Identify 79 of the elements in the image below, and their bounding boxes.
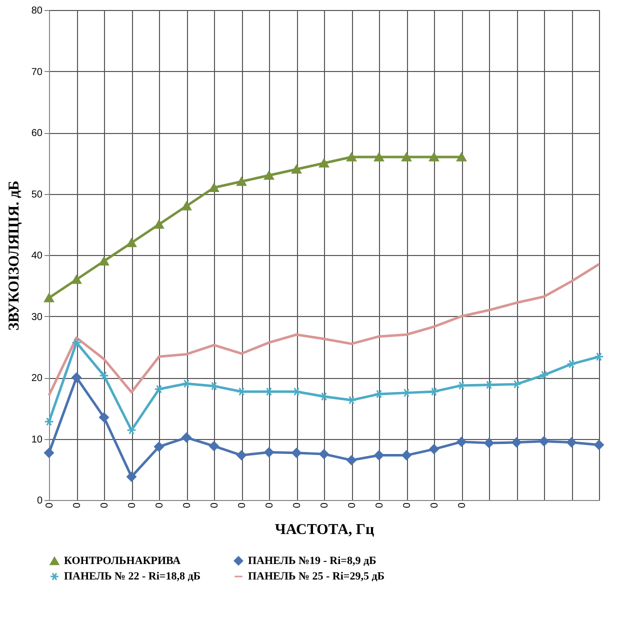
x-tick-label: 0 — [374, 502, 386, 508]
point — [182, 379, 192, 388]
point — [539, 370, 549, 380]
y-tick-label: 80 — [31, 6, 43, 16]
point — [99, 256, 109, 266]
x-tick-label: 0 — [347, 502, 358, 508]
x-tick-label: 0 — [100, 502, 110, 508]
point — [209, 183, 219, 192]
y-tick-label: 70 — [31, 66, 43, 78]
point — [292, 164, 302, 174]
x-tick-label: 0 — [210, 502, 220, 508]
point — [182, 432, 192, 442]
legend-label: ПАНЕЛЬ № 25 - Ri=29,5 дБ — [248, 570, 385, 582]
point — [99, 412, 109, 422]
legend-label: КОНТРОЛЬНАКРИВА — [64, 555, 181, 568]
point — [44, 448, 54, 458]
x-tick-label: 0 — [44, 502, 56, 508]
point — [456, 152, 466, 162]
point — [99, 371, 109, 380]
y-tick-label: 50 — [31, 189, 43, 200]
point — [319, 449, 329, 459]
legend-label: ПАНЕЛЬ №19 - Ri=8,9 дБ — [248, 554, 376, 567]
point — [264, 171, 274, 180]
point — [346, 152, 356, 162]
point — [346, 455, 356, 466]
point — [566, 360, 576, 368]
y-axis-title: ЗВУКОІЗОЛЯЦІЯ. дБ — [6, 180, 22, 330]
point — [319, 392, 329, 401]
y-tick-label: 10 — [31, 434, 43, 446]
point — [402, 450, 412, 460]
point — [72, 372, 82, 382]
x-axis-title: ЧАСТОТА, Гц — [274, 522, 374, 538]
point — [236, 177, 246, 186]
point — [126, 426, 136, 435]
point — [484, 438, 494, 448]
x-tick-label: 0 — [457, 502, 468, 508]
point — [319, 158, 329, 168]
x-tick-label: 0 — [237, 502, 248, 508]
point — [594, 440, 604, 450]
point — [264, 447, 274, 458]
point — [72, 275, 82, 284]
point — [182, 202, 192, 210]
x-tick-label: 0 — [72, 502, 83, 508]
x-tick-label: 0 — [182, 502, 193, 508]
point — [429, 444, 439, 454]
point — [402, 152, 412, 162]
x-tick-label: 0 — [320, 502, 330, 508]
point — [374, 152, 384, 162]
x-tick-label: 0 — [292, 502, 303, 508]
point — [44, 294, 54, 302]
point — [209, 441, 219, 452]
point — [429, 152, 439, 162]
x-tick-label: 0 — [154, 502, 166, 508]
x-tick-label: 0 — [430, 502, 440, 508]
line-series — [48, 262, 600, 397]
y-tick-label: 60 — [31, 128, 43, 139]
y-tick-label: 20 — [31, 373, 43, 384]
point — [154, 442, 164, 452]
y-tick-label: 30 — [31, 312, 43, 323]
point — [594, 352, 604, 362]
x-tick-label: 0 — [402, 502, 413, 508]
legend-label: ПАНЕЛЬ № 22 - Ri=18,8 дБ — [64, 570, 201, 582]
point — [292, 448, 302, 458]
point — [512, 437, 522, 448]
point — [346, 396, 356, 405]
point — [154, 220, 164, 229]
point — [566, 437, 576, 448]
point — [154, 384, 164, 394]
point — [72, 338, 82, 347]
point — [126, 472, 136, 482]
point — [456, 436, 466, 447]
point — [539, 436, 549, 446]
point — [374, 450, 384, 460]
x-tick-label: 0 — [264, 502, 276, 508]
point — [126, 238, 136, 248]
point — [44, 417, 54, 426]
x-tick-label: 0 — [127, 502, 138, 508]
y-tick-label: 40 — [31, 250, 43, 262]
point — [236, 450, 246, 460]
